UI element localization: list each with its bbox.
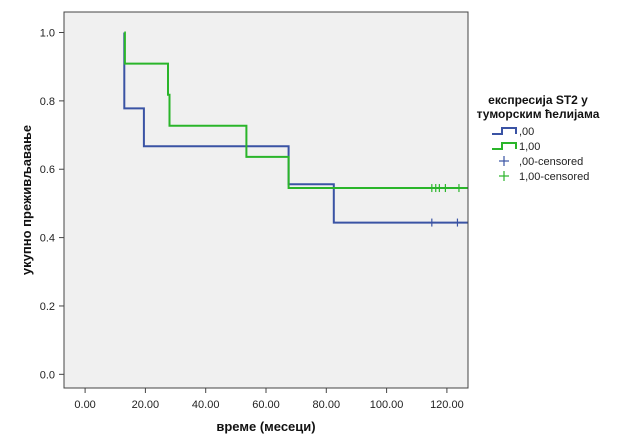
y-tick-label: 0.6: [40, 164, 55, 176]
legend-entry: 1,00: [492, 141, 540, 153]
curve-series-1: [123, 31, 468, 189]
y-tick-label: 0.4: [40, 233, 55, 245]
legend-entry-label: ,00-censored: [519, 156, 583, 168]
legend-entry-label: 1,00-censored: [519, 171, 589, 183]
legend-line-symbol: [492, 127, 517, 135]
censor-mark-series-0-1: [453, 218, 462, 227]
y-axis-title: укупно преживљавање: [19, 125, 34, 275]
legend-entry-label: 1,00: [519, 141, 540, 153]
x-axis-title: време (месеци): [216, 419, 315, 434]
x-axis: 0.00 20.00 40.00 60.00 80.00 100.00 120.00: [74, 388, 464, 411]
y-tick-label: 0.2: [40, 301, 55, 313]
censor-mark-series-1-4: [454, 184, 463, 193]
x-tick-label: 0.00: [74, 399, 95, 411]
legend-entry: ,00-censored: [499, 156, 583, 168]
legend-entry: 1,00-censored: [499, 171, 589, 183]
y-tick-label: 0.8: [40, 96, 55, 108]
x-tick-label: 40.00: [192, 399, 220, 411]
survival-curves: [123, 31, 468, 224]
legend-title-line: туморским ћелијама: [477, 107, 600, 121]
legend-censor-symbol: [499, 156, 509, 166]
y-tick-label: 1.0: [40, 28, 55, 40]
y-axis: 0.0 0.2 0.4 0.6 0.8 1.0: [40, 28, 64, 381]
x-tick-label: 20.00: [132, 399, 160, 411]
legend-censor-symbol: [499, 171, 509, 181]
y-tick-label: 0.0: [40, 369, 55, 381]
legend-title-line: експресија ST2 у: [488, 93, 588, 107]
censor-mark-series-1-3: [441, 184, 450, 193]
x-tick-label: 120.00: [430, 399, 464, 411]
legend-entry-label: ,00: [519, 126, 534, 138]
curve-series-0: [123, 32, 468, 224]
censor-mark-series-0-0: [427, 218, 436, 227]
legend-entry: ,00: [492, 126, 534, 138]
x-tick-label: 60.00: [252, 399, 280, 411]
x-tick-label: 100.00: [370, 399, 404, 411]
x-tick-label: 80.00: [313, 399, 341, 411]
legend-line-symbol: [492, 142, 517, 150]
plot-area: [64, 12, 468, 388]
censor-marks: [427, 184, 463, 227]
